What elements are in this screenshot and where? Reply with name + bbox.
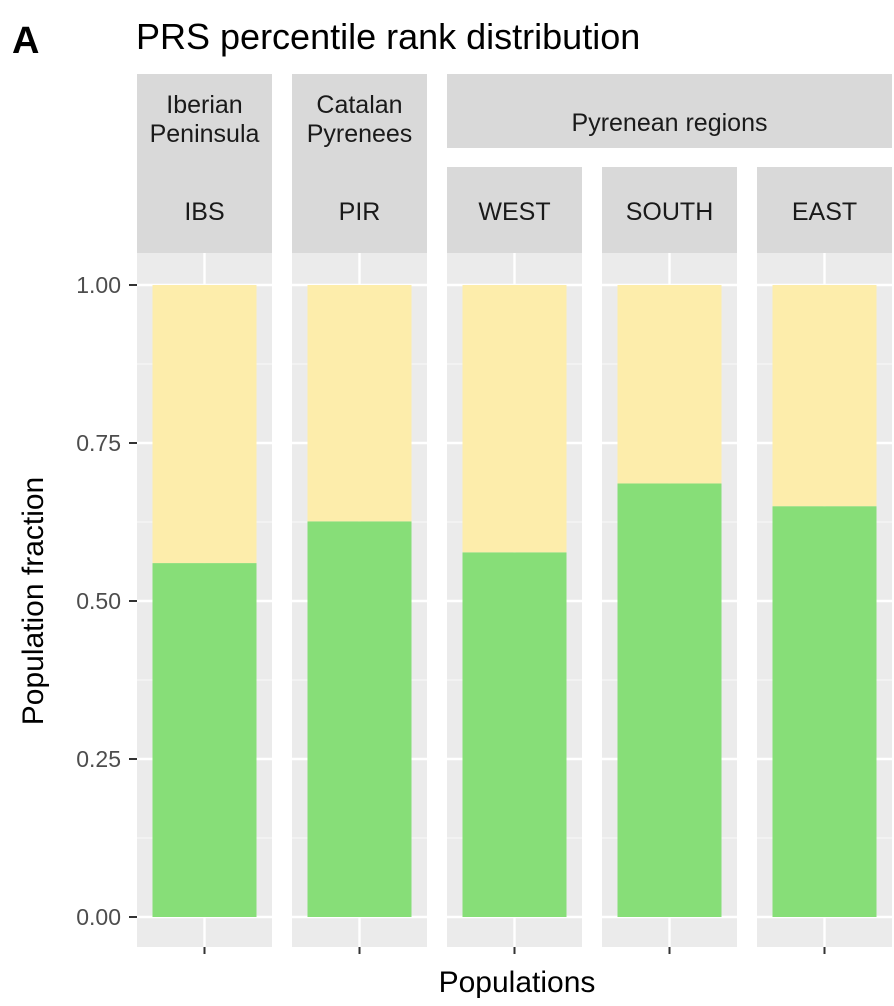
facet-group-label: Catalan [316,91,402,119]
chart-title: PRS percentile rank distribution [136,16,640,57]
bar-segment [772,506,877,917]
facet-strip [602,167,737,253]
bar-segment [772,285,877,507]
facet-label: SOUTH [626,198,714,226]
facet-label: PIR [339,198,381,226]
facet-group-strip [137,74,272,167]
facet-group-label: Pyrenees [307,120,413,148]
y-tick-label: 0.25 [76,746,121,772]
y-tick-label: 1.00 [76,272,121,298]
facet-group-label: Iberian [166,91,242,119]
facet-panel-east: EAST [757,167,892,954]
facet-group-label: Pyrenean regions [572,109,768,137]
bar-segment [152,563,257,917]
bar-segment [307,285,412,522]
facet-strip [447,167,582,253]
facet-label: EAST [792,198,857,226]
facet-panel-south: SOUTH [602,167,737,954]
facet-panel-ibs: IBS [137,167,272,954]
x-axis-title: Populations [439,966,596,999]
facet-strip [292,167,427,253]
y-tick-label: 0.50 [76,588,121,614]
y-tick-label: 0.75 [76,430,121,456]
panel-letter: A [12,20,39,62]
bar-segment [617,285,722,484]
facet-label: IBS [184,198,224,226]
facet-strip [757,167,892,253]
bar-segment [617,483,722,917]
bar-segment [462,552,567,917]
bar-segment [307,521,412,917]
bar-segment [152,285,257,564]
facet-group-strip [292,74,427,167]
facet-strip [137,167,272,253]
y-axis-title: Population fraction [17,477,50,726]
y-tick-label: 0.00 [76,904,121,930]
y-axis: 0.00 0.25 0.50 0.75 1.00 [76,272,137,930]
facet-label: WEST [478,198,550,226]
bar-segment [462,285,567,553]
facet-group-strip [447,74,892,148]
facet-group-label: Peninsula [150,120,260,148]
facet-panel-pir: PIR [292,167,427,954]
facet-panels: IBS PIR WEST SOUTH EAST [137,167,892,954]
facet-panel-west: WEST [447,167,582,954]
